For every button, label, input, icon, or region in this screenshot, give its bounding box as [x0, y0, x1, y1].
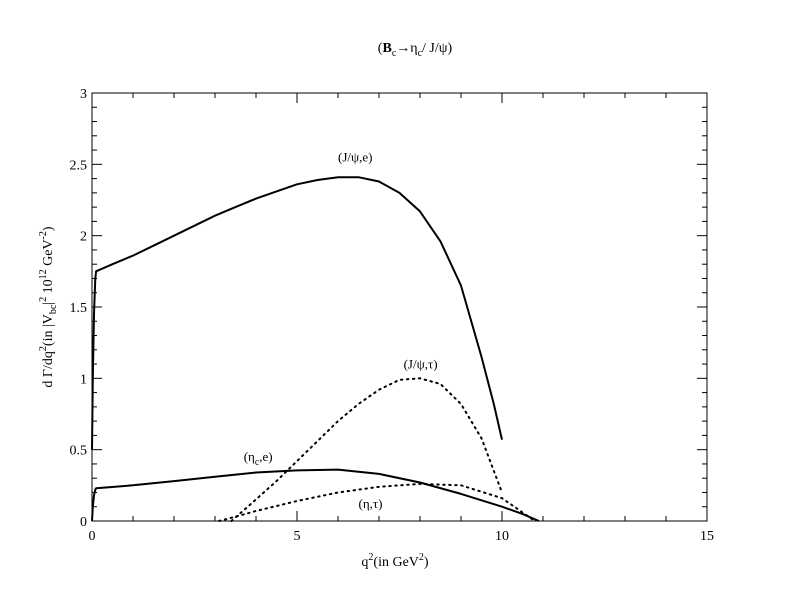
series-layer: [91, 176, 540, 522]
series-label-3: (η,τ): [359, 496, 383, 511]
series-line-2: [91, 468, 540, 522]
series-line-3: [218, 482, 536, 522]
x-tick-label: 5: [294, 529, 301, 544]
chart-title: (Bc→ηc/ J/ψ): [378, 41, 453, 59]
y-tick-label: 0.5: [70, 444, 88, 459]
y-tick-label: 1.5: [70, 301, 88, 316]
series-labels: (J/ψ,e) (J/ψ,τ) (ηc,e) (η,τ): [244, 149, 438, 511]
series-label-0: (J/ψ,e): [338, 149, 373, 164]
y-tick-label: 0: [80, 515, 87, 530]
series-label-1: (J/ψ,τ): [404, 356, 438, 371]
x-tick-label: 0: [89, 529, 96, 544]
y-tick-label: 1: [80, 372, 87, 387]
x-tick-label: 15: [700, 529, 714, 544]
y-axis-label: d Γ/dq2(in |Vbc|2 1012 GeV-2): [38, 226, 59, 388]
x-axis-label: q2(in GeV2): [361, 552, 429, 570]
series-line-0: [91, 176, 503, 450]
x-tick-label: 10: [495, 529, 509, 544]
series-label-2: (ηc,e): [244, 449, 273, 468]
y-tick-label: 2: [80, 230, 87, 245]
y-tick-label: 3: [80, 87, 87, 102]
plot-frame: [91, 92, 708, 522]
y-axis-ticks: 0 0.5 1 1.5 2 2.5 3: [70, 87, 707, 530]
x-axis-ticks: 0 5 10 15: [89, 93, 714, 544]
y-tick-label: 2.5: [70, 158, 88, 173]
series-line-1: [230, 377, 503, 522]
